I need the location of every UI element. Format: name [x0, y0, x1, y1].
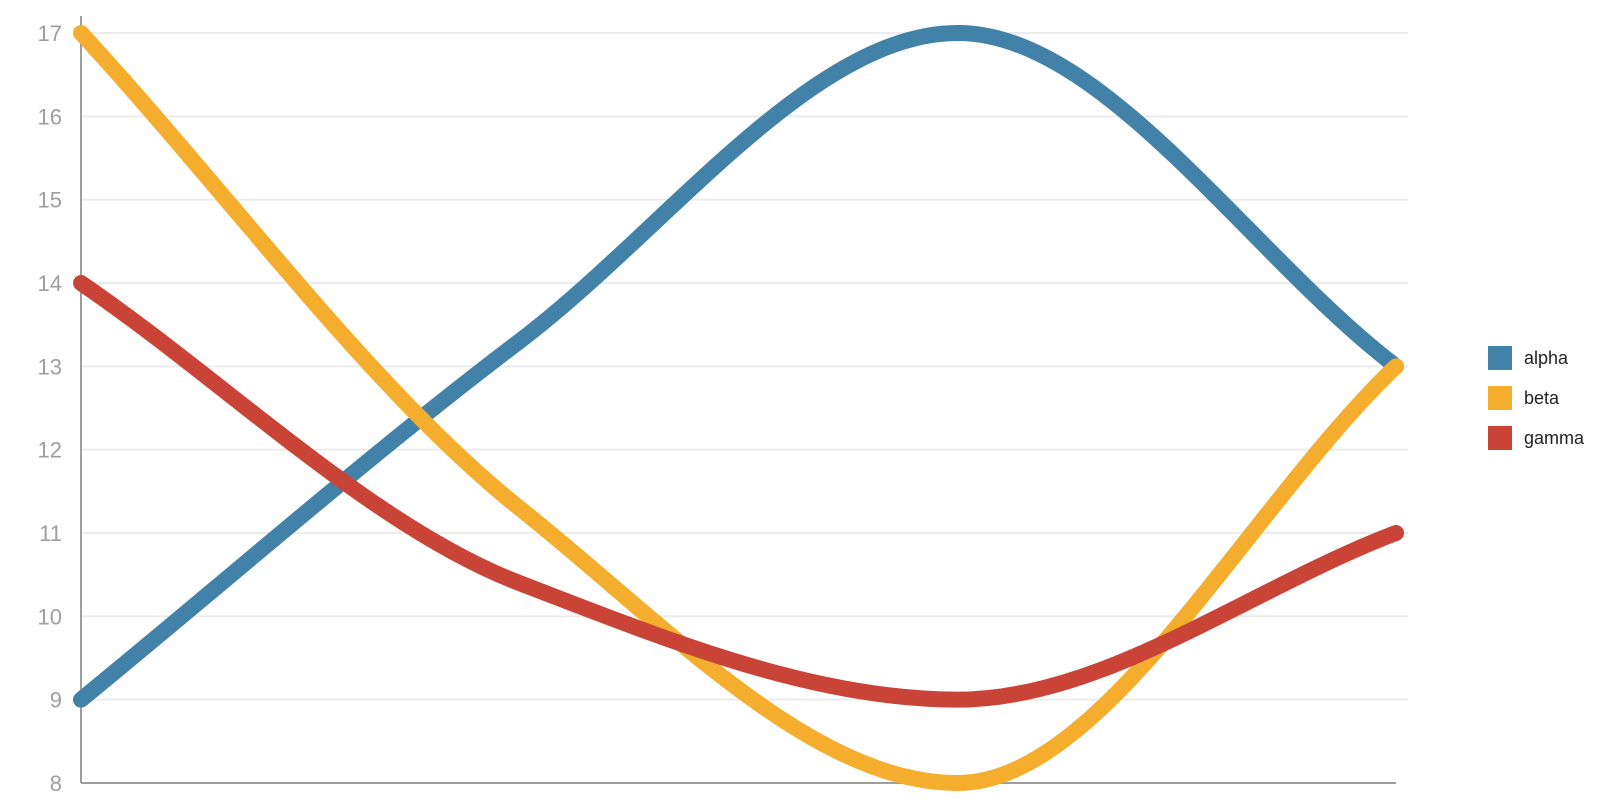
- y-tick-label: 14: [38, 271, 62, 296]
- legend-swatch-beta: [1488, 386, 1512, 410]
- y-tick-label: 17: [38, 21, 62, 46]
- axis-layer: 8 9 10 11 12 13 14 15 16 17: [38, 16, 1396, 796]
- y-tick-label: 11: [39, 521, 62, 546]
- series-layer: [73, 25, 1404, 791]
- y-tick-label: 9: [50, 688, 62, 713]
- series-line-beta: [73, 25, 1404, 791]
- y-tick-label: 10: [38, 604, 62, 629]
- y-tick-label: 16: [38, 104, 62, 129]
- legend-label-beta: beta: [1524, 388, 1560, 408]
- legend-swatch-gamma: [1488, 426, 1512, 450]
- legend-label-alpha: alpha: [1524, 348, 1569, 368]
- series-line-gamma: [73, 275, 1404, 708]
- y-tick-label: 12: [38, 438, 62, 463]
- legend-label-gamma: gamma: [1524, 428, 1585, 448]
- y-tick-label: 8: [50, 771, 62, 796]
- legend-swatch-alpha: [1488, 346, 1512, 370]
- y-tick-label: 13: [38, 354, 62, 379]
- series-line-alpha: [73, 25, 1404, 708]
- y-tick-label: 15: [38, 188, 62, 213]
- legend: alpha beta gamma: [1488, 346, 1585, 450]
